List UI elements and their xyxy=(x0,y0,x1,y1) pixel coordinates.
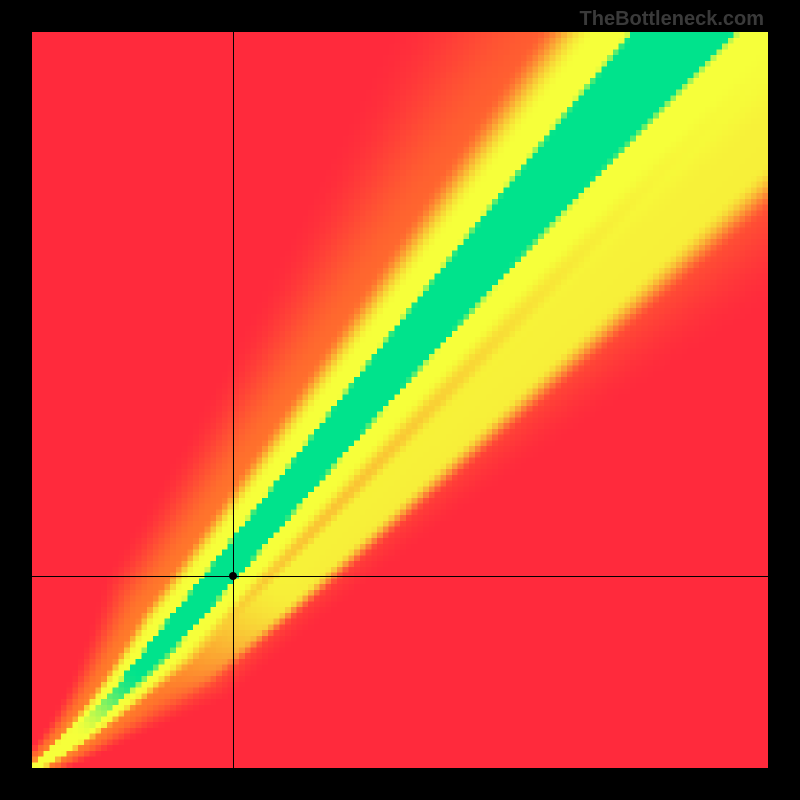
crosshair-vertical xyxy=(233,32,234,768)
heatmap-canvas xyxy=(32,32,768,768)
crosshair-horizontal xyxy=(32,576,768,577)
watermark: TheBottleneck.com xyxy=(580,8,764,31)
bottleneck-heatmap xyxy=(32,32,768,768)
crosshair-marker-dot xyxy=(229,572,237,580)
